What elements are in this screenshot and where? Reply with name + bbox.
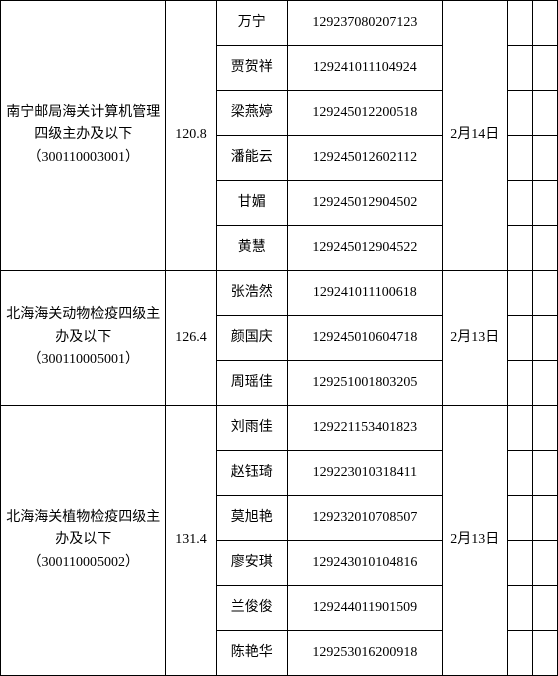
empty-cell [532,271,557,316]
id-cell: 129244011901509 [287,586,442,631]
position-cell: 北海海关植物检疫四级主办及以下（300110005002） [1,406,166,676]
empty-cell [532,496,557,541]
empty-cell [532,361,557,406]
empty-cell [507,586,532,631]
id-cell: 129245012904522 [287,226,442,271]
score-cell: 126.4 [166,271,216,406]
id-cell: 129251001803205 [287,361,442,406]
empty-cell [507,226,532,271]
empty-cell [532,1,557,46]
empty-cell [532,541,557,586]
empty-cell [532,136,557,181]
empty-cell [507,631,532,676]
table-row: 北海海关动物检疫四级主办及以下（300110005001）126.4张浩然129… [1,271,558,316]
id-cell: 129232010708507 [287,496,442,541]
name-cell: 万宁 [216,1,287,46]
empty-cell [532,316,557,361]
name-cell: 兰俊俊 [216,586,287,631]
empty-cell [507,271,532,316]
name-cell: 赵钰琦 [216,451,287,496]
table-row: 南宁邮局海关计算机管理四级主办及以下（300110003001）120.8万宁1… [1,1,558,46]
score-cell: 120.8 [166,1,216,271]
id-cell: 129245012602112 [287,136,442,181]
position-cell: 北海海关动物检疫四级主办及以下（300110005001） [1,271,166,406]
empty-cell [532,181,557,226]
empty-cell [507,541,532,586]
table-row: 北海海关植物检疫四级主办及以下（300110005002）131.4刘雨佳129… [1,406,558,451]
empty-cell [507,496,532,541]
id-cell: 129253016200918 [287,631,442,676]
empty-cell [532,46,557,91]
name-cell: 贾贺祥 [216,46,287,91]
empty-cell [507,136,532,181]
empty-cell [532,451,557,496]
id-cell: 129245012904502 [287,181,442,226]
empty-cell [532,586,557,631]
empty-cell [532,631,557,676]
name-cell: 黄慧 [216,226,287,271]
id-cell: 129221153401823 [287,406,442,451]
id-cell: 129243010104816 [287,541,442,586]
name-cell: 张浩然 [216,271,287,316]
empty-cell [507,451,532,496]
id-cell: 129245010604718 [287,316,442,361]
empty-cell [507,46,532,91]
position-cell: 南宁邮局海关计算机管理四级主办及以下（300110003001） [1,1,166,271]
id-cell: 129223010318411 [287,451,442,496]
id-cell: 129241011100618 [287,271,442,316]
empty-cell [507,361,532,406]
id-cell: 129245012200518 [287,91,442,136]
empty-cell [532,91,557,136]
name-cell: 颜国庆 [216,316,287,361]
empty-cell [507,406,532,451]
date-cell: 2月14日 [442,1,507,271]
empty-cell [507,1,532,46]
id-cell: 129237080207123 [287,1,442,46]
empty-cell [507,91,532,136]
empty-cell [532,406,557,451]
name-cell: 刘雨佳 [216,406,287,451]
name-cell: 廖安琪 [216,541,287,586]
name-cell: 梁燕婷 [216,91,287,136]
empty-cell [532,226,557,271]
empty-cell [507,181,532,226]
name-cell: 莫旭艳 [216,496,287,541]
date-cell: 2月13日 [442,406,507,676]
date-cell: 2月13日 [442,271,507,406]
name-cell: 甘媚 [216,181,287,226]
name-cell: 潘能云 [216,136,287,181]
name-cell: 周瑶佳 [216,361,287,406]
empty-cell [507,316,532,361]
score-cell: 131.4 [166,406,216,676]
id-cell: 129241011104924 [287,46,442,91]
name-cell: 陈艳华 [216,631,287,676]
exam-table: 南宁邮局海关计算机管理四级主办及以下（300110003001）120.8万宁1… [0,0,558,676]
